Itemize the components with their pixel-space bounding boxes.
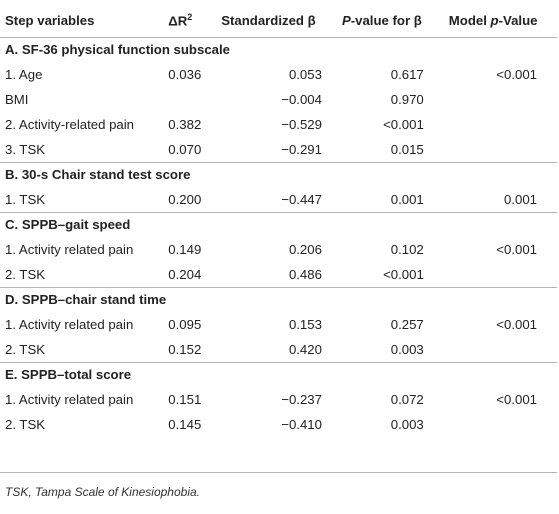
header-delta-r2-sup: 2 bbox=[187, 12, 193, 23]
table-row: 2. TSK 0.204 0.486 <0.001 bbox=[0, 262, 557, 287]
cell-p-beta: 0.003 bbox=[390, 417, 424, 432]
cell-variable: 1. Activity related pain bbox=[5, 242, 134, 257]
header-model-italic: p bbox=[490, 12, 499, 28]
cell-delta-r2: 0.204 bbox=[168, 266, 202, 282]
cell-beta: −0.291 bbox=[281, 141, 322, 157]
header-model-p-value: Model p-Value bbox=[438, 4, 557, 38]
section-title: A. SF-36 physical function subscale bbox=[0, 36, 557, 62]
cell-p-beta: 0.003 bbox=[390, 341, 424, 357]
cell-model-p bbox=[439, 262, 557, 287]
cell-variable: 2. TSK bbox=[5, 341, 46, 357]
cell-model-p: <0.001 bbox=[496, 317, 537, 332]
cell-model-p bbox=[439, 87, 557, 112]
cell-model-p bbox=[439, 337, 557, 362]
cell-delta-r2: 0.095 bbox=[168, 317, 202, 332]
cell-p-beta: 0.617 bbox=[390, 67, 424, 82]
cell-variable: 1. Activity related pain bbox=[5, 317, 134, 332]
table-bottom-rule bbox=[0, 472, 557, 473]
cell-variable: BMI bbox=[5, 92, 29, 107]
header-step-variables: Step variables bbox=[0, 4, 166, 38]
table-row: BMI −0.004 0.970 bbox=[0, 87, 557, 112]
cell-p-beta: 0.102 bbox=[390, 242, 424, 257]
header-p-italic: P bbox=[341, 12, 351, 28]
table-header: Step variables ΔR2 Standardized β P-valu… bbox=[0, 4, 557, 38]
table-row: 3. TSK 0.070 −0.291 0.015 bbox=[0, 137, 557, 162]
cell-delta-r2 bbox=[165, 87, 213, 112]
cell-delta-r2: 0.152 bbox=[168, 341, 202, 357]
header-delta-r2-text: ΔR bbox=[168, 13, 188, 29]
table-row: 1. Activity related pain 0.095 0.153 0.2… bbox=[0, 312, 557, 337]
section-row: C. SPPB–gait speed bbox=[0, 211, 557, 237]
cell-delta-r2: 0.149 bbox=[168, 242, 202, 257]
cell-p-beta: 0.970 bbox=[390, 92, 424, 107]
cell-beta: 0.420 bbox=[288, 341, 322, 357]
cell-delta-r2: 0.036 bbox=[168, 67, 202, 82]
cell-p-beta: 0.072 bbox=[390, 392, 424, 407]
cell-delta-r2: 0.145 bbox=[168, 417, 202, 432]
header-row: Step variables ΔR2 Standardized β P-valu… bbox=[0, 4, 557, 38]
cell-beta: 0.153 bbox=[288, 317, 322, 332]
cell-model-p: 0.001 bbox=[503, 191, 537, 207]
cell-variable: 2. TSK bbox=[5, 266, 46, 282]
regression-table: Step variables ΔR2 Standardized β P-valu… bbox=[0, 4, 557, 437]
cell-model-p: <0.001 bbox=[496, 392, 537, 407]
cell-beta: −0.410 bbox=[281, 417, 322, 432]
table-row: 1. Activity related pain 0.151 −0.237 0.… bbox=[0, 387, 557, 412]
header-p-value-beta: P-value for β bbox=[335, 4, 439, 38]
header-p-rest: -value for β bbox=[350, 12, 422, 28]
cell-model-p bbox=[439, 412, 557, 437]
cell-delta-r2: 0.070 bbox=[168, 141, 202, 157]
table-body: A. SF-36 physical function subscale 1. A… bbox=[0, 36, 557, 437]
cell-beta: −0.529 bbox=[281, 117, 322, 132]
table-footnote: TSK, Tampa Scale of Kinesiophobia. bbox=[5, 485, 201, 499]
cell-beta: 0.486 bbox=[288, 266, 322, 282]
cell-variable: 3. TSK bbox=[5, 141, 46, 157]
cell-variable: 2. TSK bbox=[5, 417, 46, 432]
table-row: 1. Activity related pain 0.149 0.206 0.1… bbox=[0, 237, 557, 262]
cell-beta: −0.004 bbox=[281, 92, 322, 107]
cell-model-p bbox=[439, 112, 557, 137]
section-title: B. 30-s Chair stand test score bbox=[0, 161, 557, 187]
table-row: 2. TSK 0.145 −0.410 0.003 bbox=[0, 412, 557, 437]
cell-delta-r2: 0.151 bbox=[168, 392, 202, 407]
header-standardized-beta: Standardized β bbox=[213, 4, 336, 38]
cell-beta: 0.053 bbox=[288, 67, 322, 82]
section-row: A. SF-36 physical function subscale bbox=[0, 36, 557, 62]
cell-p-beta: 0.257 bbox=[390, 317, 424, 332]
table-row: 2. Activity-related pain 0.382 −0.529 <0… bbox=[0, 112, 557, 137]
cell-delta-r2: 0.200 bbox=[168, 191, 202, 207]
section-row: B. 30-s Chair stand test score bbox=[0, 161, 557, 187]
table-row: 1. Age 0.036 0.053 0.617 <0.001 bbox=[0, 62, 557, 87]
cell-p-beta: <0.001 bbox=[383, 266, 424, 282]
cell-model-p bbox=[439, 137, 557, 162]
table-row: 2. TSK 0.152 0.420 0.003 bbox=[0, 337, 557, 362]
cell-variable: 1. Age bbox=[5, 67, 43, 82]
section-title: E. SPPB–total score bbox=[0, 361, 557, 387]
cell-model-p: <0.001 bbox=[496, 67, 537, 82]
header-delta-r2: ΔR2 bbox=[165, 4, 214, 38]
section-row: E. SPPB–total score bbox=[0, 361, 557, 387]
cell-delta-r2: 0.382 bbox=[168, 117, 202, 132]
section-row: D. SPPB–chair stand time bbox=[0, 286, 557, 312]
cell-beta: −0.447 bbox=[281, 191, 322, 207]
cell-beta: 0.206 bbox=[288, 242, 322, 257]
cell-beta: −0.237 bbox=[281, 392, 322, 407]
cell-p-beta: 0.015 bbox=[390, 141, 424, 157]
section-title: D. SPPB–chair stand time bbox=[0, 286, 557, 312]
cell-model-p: <0.001 bbox=[496, 242, 537, 257]
header-model-rest: -Value bbox=[498, 12, 538, 28]
header-model-prefix: Model bbox=[448, 12, 491, 28]
cell-variable: 1. TSK bbox=[5, 191, 46, 207]
cell-variable: 1. Activity related pain bbox=[5, 392, 134, 407]
section-title: C. SPPB–gait speed bbox=[0, 211, 557, 237]
cell-p-beta: <0.001 bbox=[383, 117, 424, 132]
cell-p-beta: 0.001 bbox=[390, 191, 424, 207]
cell-variable: 2. Activity-related pain bbox=[5, 117, 135, 132]
table-row: 1. TSK 0.200 −0.447 0.001 0.001 bbox=[0, 187, 557, 212]
